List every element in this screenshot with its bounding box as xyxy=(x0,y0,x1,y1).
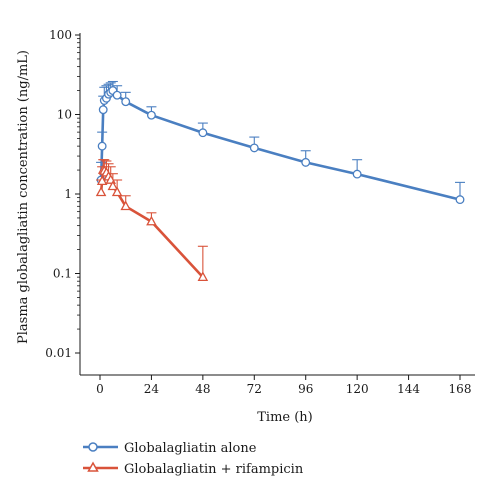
y-tick-label: 1 xyxy=(64,187,72,201)
y-tick-label: 0.1 xyxy=(53,267,72,281)
legend-marker-series-0 xyxy=(88,442,98,452)
y-tick-group: 0.01 0.1 1 10 100 xyxy=(45,28,80,360)
legend-label-series-0: Globalagliatin alone xyxy=(124,441,257,456)
data-point xyxy=(95,186,107,197)
y-tick-label: 10 xyxy=(57,108,72,122)
series-1 xyxy=(95,159,209,281)
data-point xyxy=(249,143,259,153)
data-point xyxy=(97,141,107,151)
plot-area xyxy=(95,80,465,281)
data-point xyxy=(352,169,362,179)
data-point xyxy=(107,180,119,191)
x-tick-label: 24 xyxy=(144,382,160,396)
data-point xyxy=(120,200,132,211)
data-point xyxy=(198,128,208,138)
x-tick-label: 144 xyxy=(397,382,420,396)
data-point xyxy=(121,97,131,107)
x-tick-label: 72 xyxy=(247,382,262,396)
y-axis-title: Plasma globalagliatin concentration (ng/… xyxy=(16,50,31,344)
x-tick-group: 0 24 48 72 96 120 144 168 xyxy=(96,375,471,396)
legend-marker-series-1 xyxy=(87,461,99,472)
y-tick-label: 0.01 xyxy=(45,346,72,360)
data-point xyxy=(98,105,108,115)
x-tick-label: 0 xyxy=(96,382,104,396)
x-tick-label: 96 xyxy=(298,382,313,396)
legend-item-series-1: Globalagliatin + rifampicin xyxy=(83,461,304,477)
data-point xyxy=(197,271,209,281)
legend-label-series-1: Globalagliatin + rifampicin xyxy=(124,462,304,477)
x-axis: 0 24 48 72 96 120 144 168 xyxy=(80,374,475,396)
x-tick-label: 168 xyxy=(449,382,472,396)
x-tick-label: 48 xyxy=(195,382,210,396)
y-tick-label: 100 xyxy=(49,28,72,42)
data-point xyxy=(455,195,465,205)
series-0 xyxy=(96,80,465,205)
legend-item-series-0: Globalagliatin alone xyxy=(83,441,257,456)
y-axis: 0.01 0.1 1 10 100 xyxy=(45,28,81,375)
data-point xyxy=(146,215,157,226)
data-point xyxy=(112,90,122,100)
data-point xyxy=(146,110,156,120)
data-point xyxy=(301,157,311,167)
data-point xyxy=(111,186,123,197)
x-tick-label: 120 xyxy=(346,382,369,396)
x-axis-title: Time (h) xyxy=(257,410,313,425)
legend: Globalagliatin alone Globalagliatin + ri… xyxy=(83,441,304,477)
